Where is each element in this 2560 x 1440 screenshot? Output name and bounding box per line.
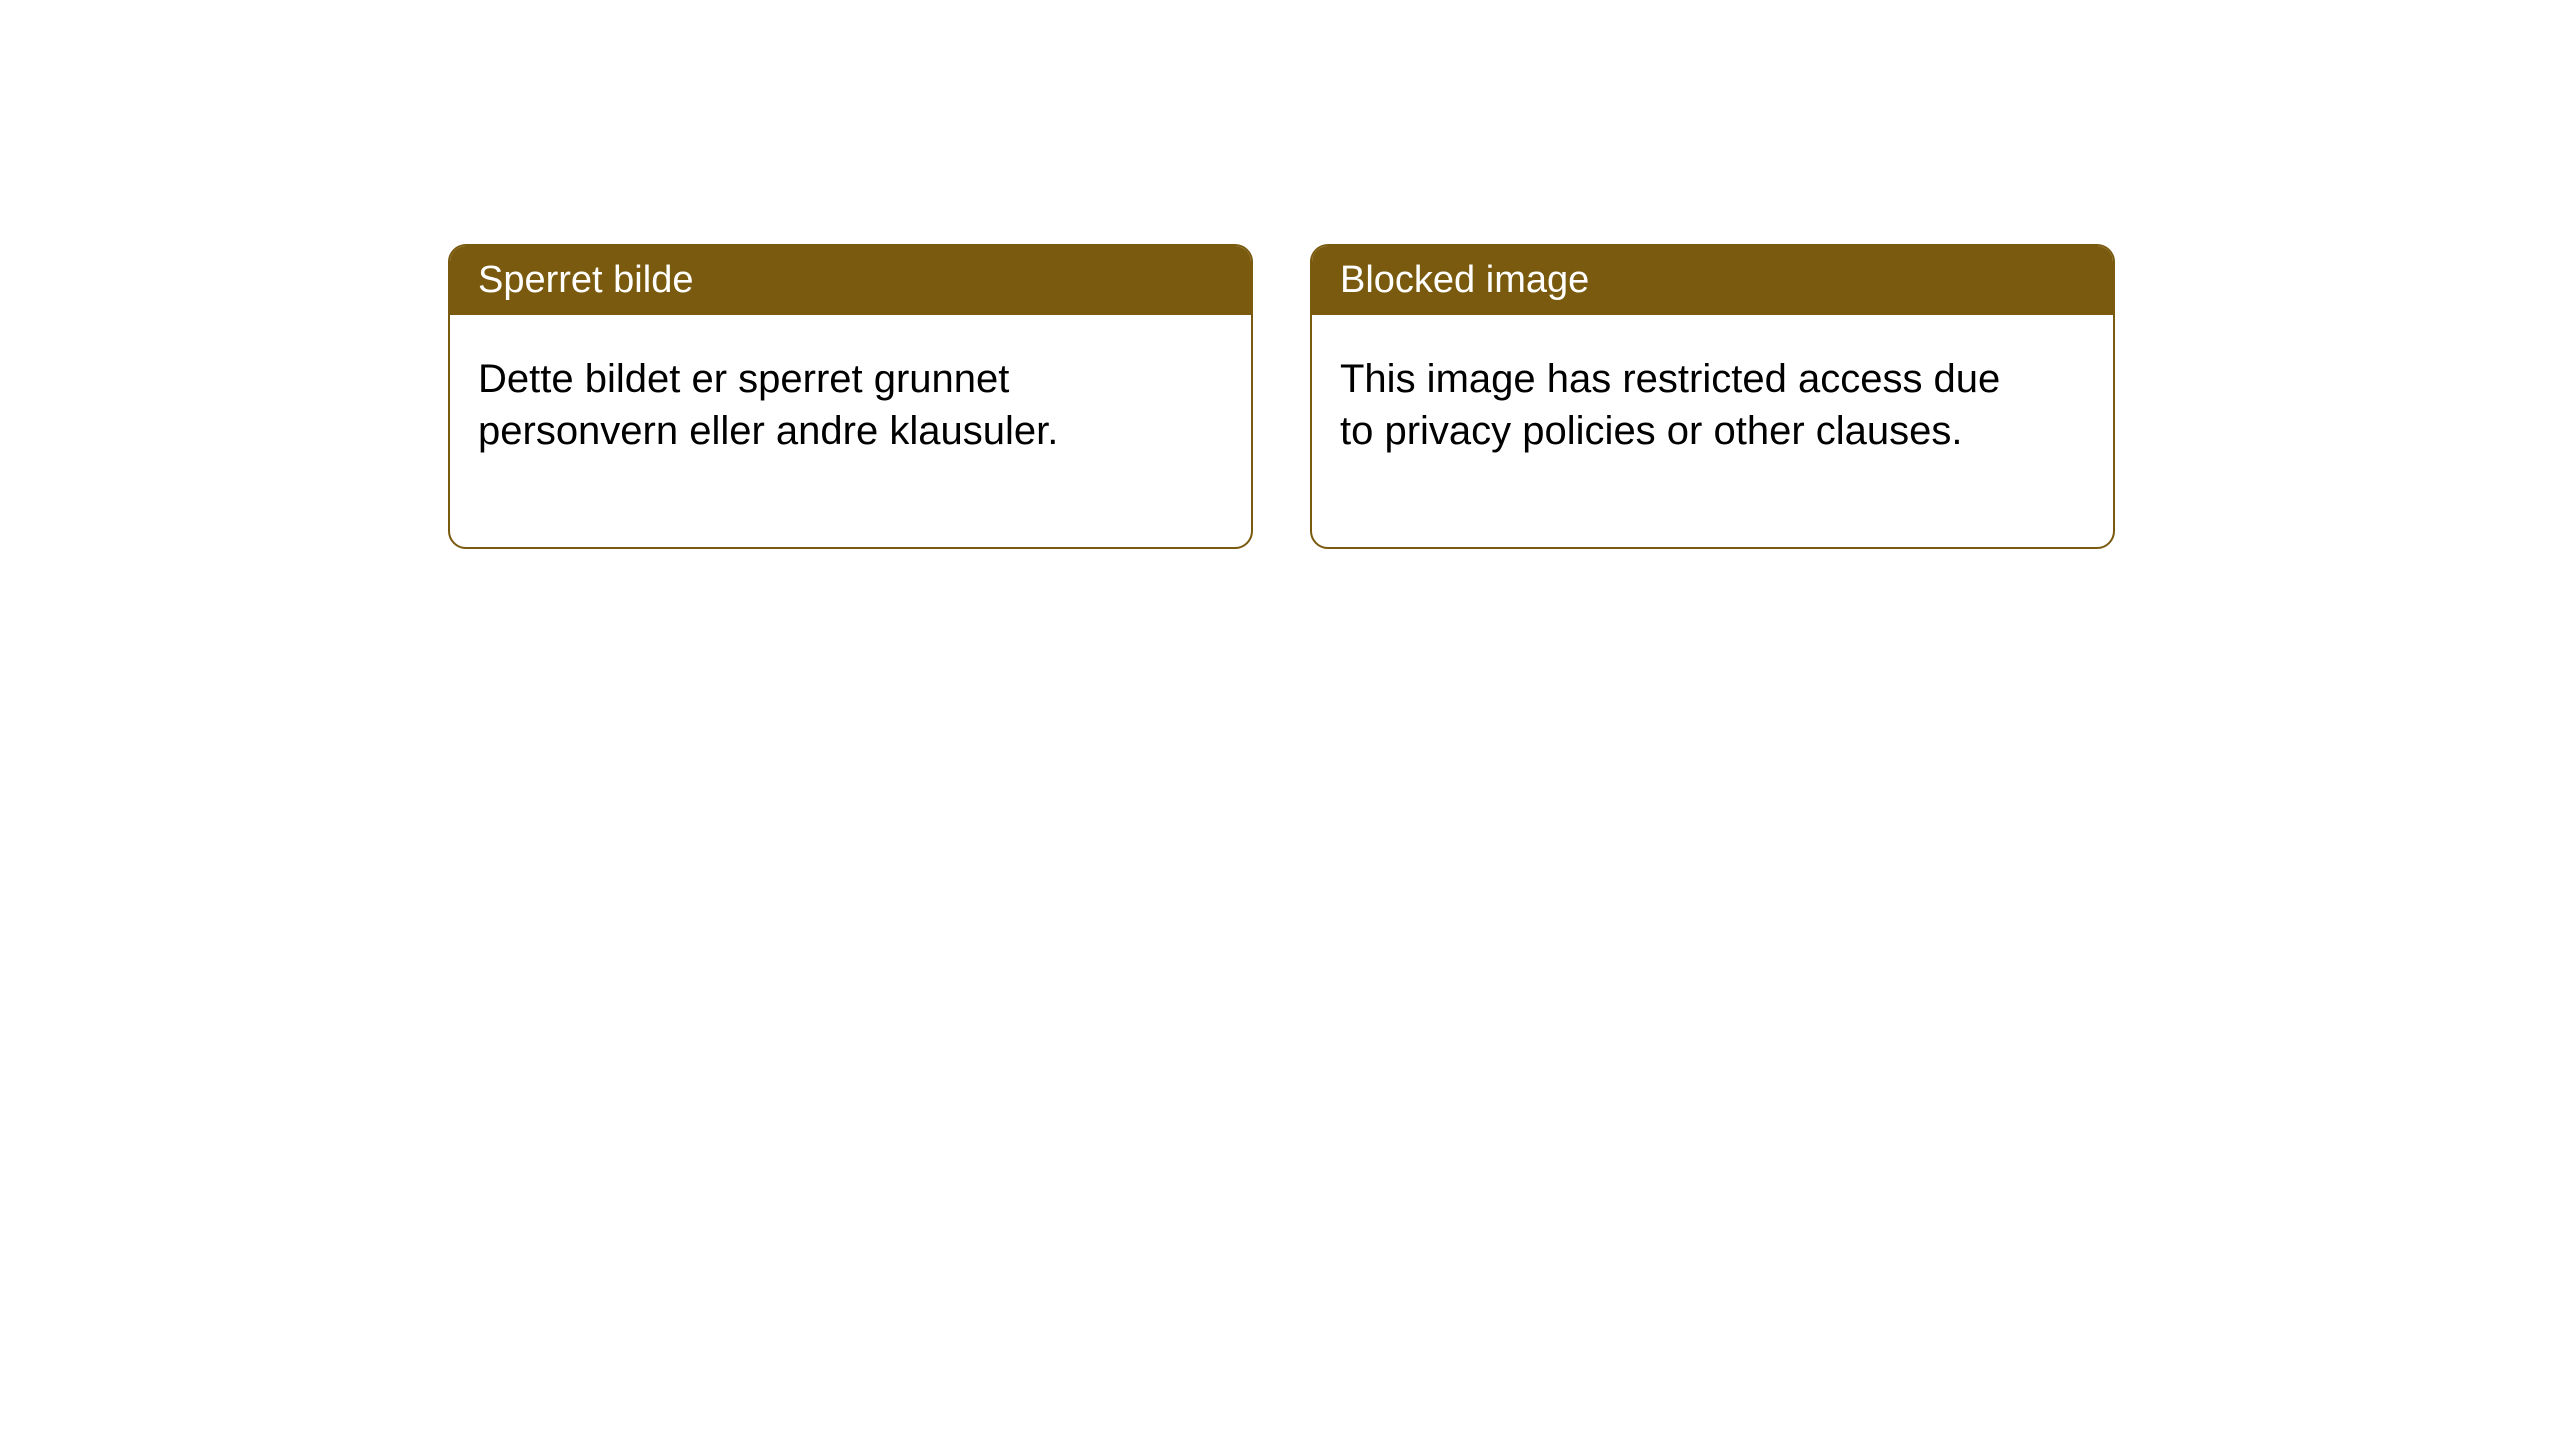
notice-header: Sperret bilde — [450, 246, 1251, 315]
notice-body: Dette bildet er sperret grunnet personve… — [450, 315, 1170, 547]
notice-box-norwegian: Sperret bilde Dette bildet er sperret gr… — [448, 244, 1253, 549]
notice-box-english: Blocked image This image has restricted … — [1310, 244, 2115, 549]
notice-header: Blocked image — [1312, 246, 2113, 315]
notice-container: Sperret bilde Dette bildet er sperret gr… — [0, 0, 2560, 549]
notice-body: This image has restricted access due to … — [1312, 315, 2032, 547]
